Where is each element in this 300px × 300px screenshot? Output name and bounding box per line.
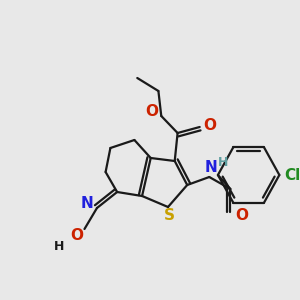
Text: N: N	[81, 196, 94, 211]
Text: O: O	[70, 227, 83, 242]
Text: N: N	[205, 160, 217, 175]
Text: S: S	[164, 208, 175, 223]
Text: O: O	[236, 208, 248, 224]
Text: Cl: Cl	[285, 167, 300, 182]
Text: O: O	[203, 118, 216, 133]
Text: O: O	[145, 104, 158, 119]
Text: H: H	[218, 157, 228, 169]
Text: H: H	[54, 239, 65, 253]
